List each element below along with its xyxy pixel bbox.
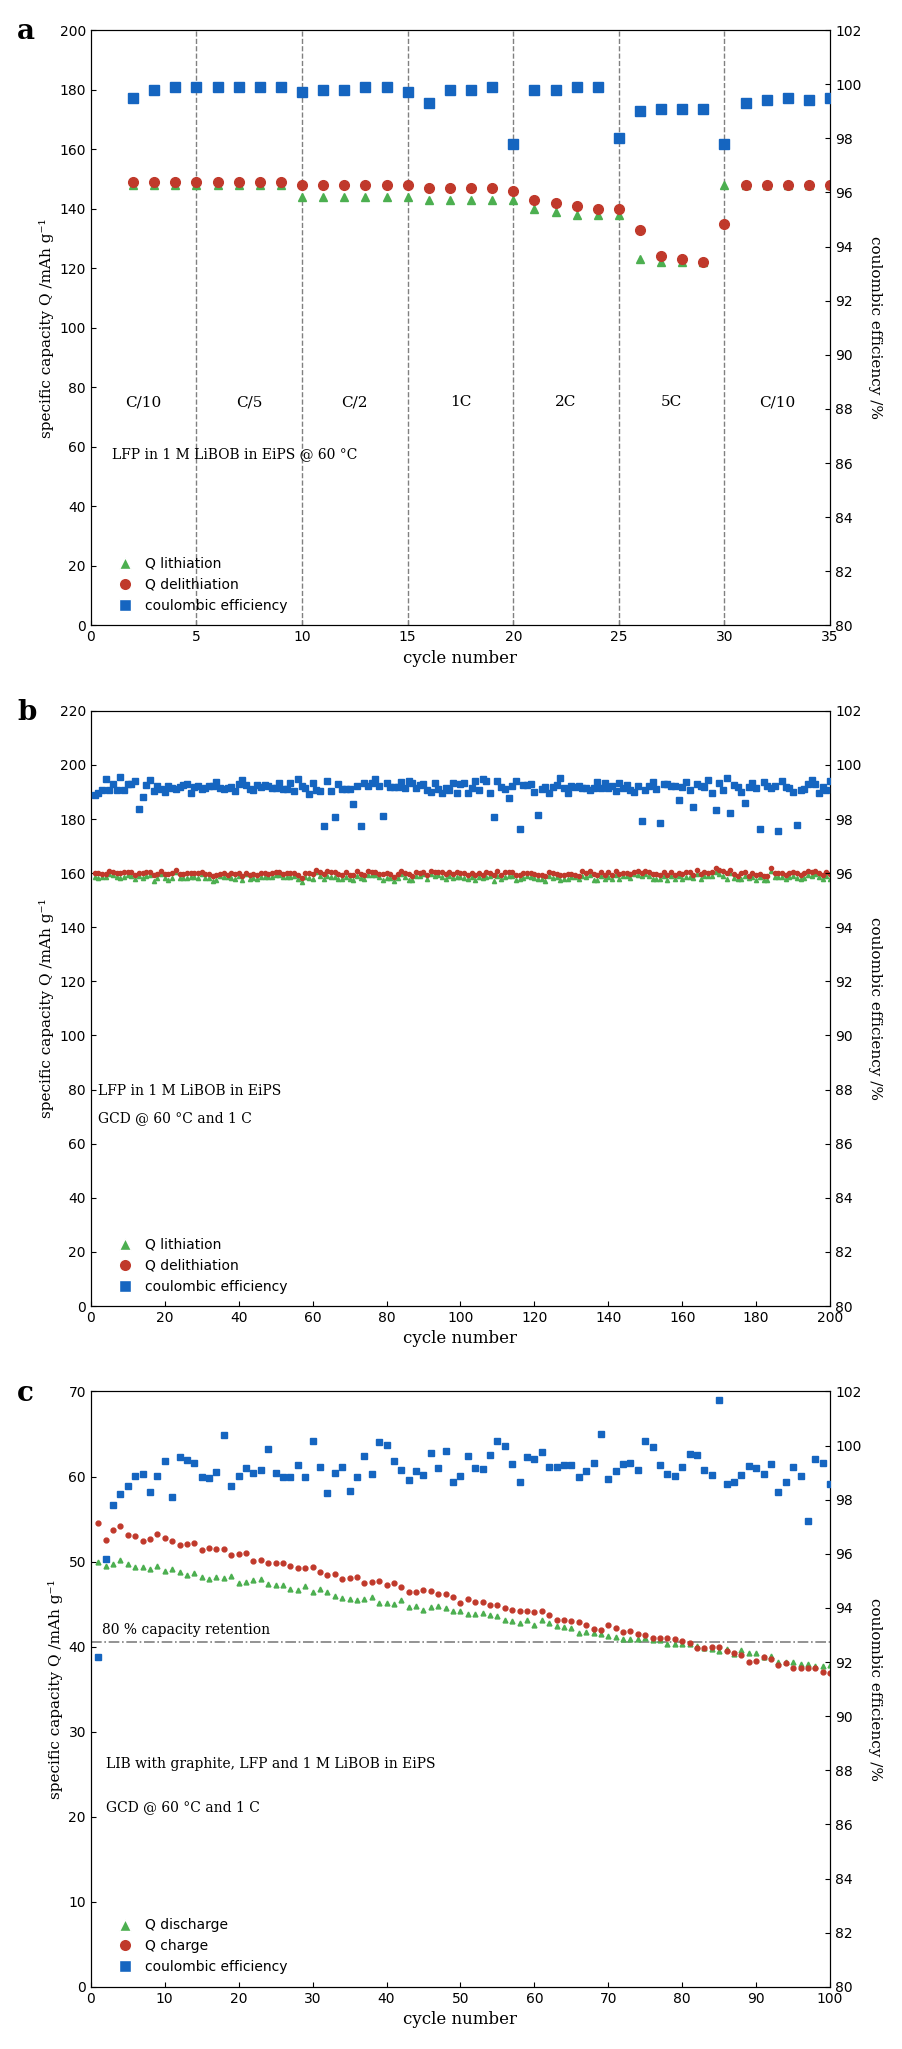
Y-axis label: specific capacity Q /mAh g⁻¹: specific capacity Q /mAh g⁻¹ xyxy=(48,1580,63,1799)
X-axis label: cycle number: cycle number xyxy=(403,650,517,666)
Text: LIB with graphite, LFP and 1 M LiBOB in EiPS: LIB with graphite, LFP and 1 M LiBOB in … xyxy=(106,1758,435,1770)
Y-axis label: specific capacity Q /mAh g⁻¹: specific capacity Q /mAh g⁻¹ xyxy=(39,900,54,1119)
Text: 5C: 5C xyxy=(660,395,682,410)
Text: C/10: C/10 xyxy=(759,395,795,410)
Text: C/2: C/2 xyxy=(341,395,368,410)
Legend: Q discharge, Q charge, coulombic efficiency: Q discharge, Q charge, coulombic efficie… xyxy=(105,1914,293,1979)
Text: LFP in 1 M LiBOB in EiPS @ 60 °C: LFP in 1 M LiBOB in EiPS @ 60 °C xyxy=(112,447,357,461)
Text: 1C: 1C xyxy=(449,395,471,410)
Text: 2C: 2C xyxy=(555,395,576,410)
Text: GCD @ 60 °C and 1 C: GCD @ 60 °C and 1 C xyxy=(98,1111,252,1125)
Legend: Q lithiation, Q delithiation, coulombic efficiency: Q lithiation, Q delithiation, coulombic … xyxy=(105,551,293,619)
Y-axis label: coulombic efficiency /%: coulombic efficiency /% xyxy=(867,1598,881,1781)
Text: 80 % capacity retention: 80 % capacity retention xyxy=(102,1623,270,1637)
Legend: Q lithiation, Q delithiation, coulombic efficiency: Q lithiation, Q delithiation, coulombic … xyxy=(105,1231,293,1299)
Y-axis label: specific capacity Q /mAh g⁻¹: specific capacity Q /mAh g⁻¹ xyxy=(39,217,54,438)
X-axis label: cycle number: cycle number xyxy=(403,1330,517,1348)
Text: b: b xyxy=(17,699,36,725)
X-axis label: cycle number: cycle number xyxy=(403,2012,517,2029)
Y-axis label: coulombic efficiency /%: coulombic efficiency /% xyxy=(867,236,881,420)
Text: C/10: C/10 xyxy=(125,395,161,410)
Text: c: c xyxy=(17,1379,33,1406)
Text: a: a xyxy=(17,18,35,45)
Text: LFP in 1 M LiBOB in EiPS: LFP in 1 M LiBOB in EiPS xyxy=(98,1084,281,1098)
Text: GCD @ 60 °C and 1 C: GCD @ 60 °C and 1 C xyxy=(106,1799,259,1813)
Text: C/5: C/5 xyxy=(235,395,262,410)
Y-axis label: coulombic efficiency /%: coulombic efficiency /% xyxy=(867,918,881,1100)
